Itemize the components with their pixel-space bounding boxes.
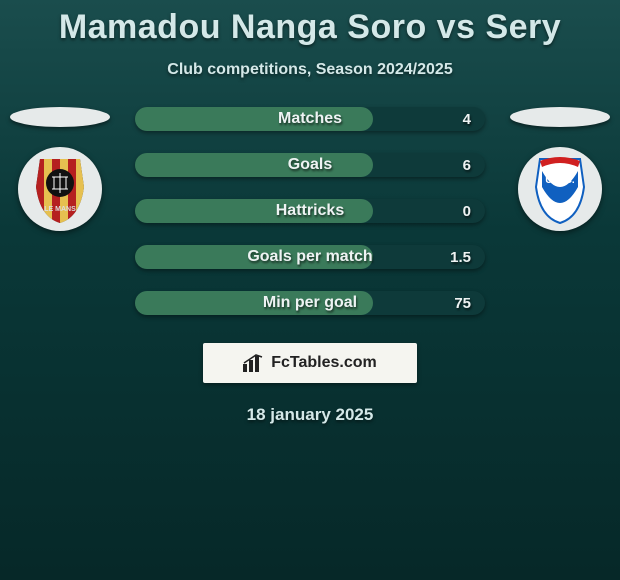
subtitle: Club competitions, Season 2024/2025 [0,61,620,79]
player-right: U.S.C. [510,107,610,231]
stat-bar-label: Min per goal [135,294,485,312]
brand-box: FcTables.com [203,343,417,383]
stat-bar-value: 1.5 [450,249,471,266]
player-right-name-pill [510,107,610,127]
stat-bar: Hattricks0 [135,199,485,223]
comparison-content: LE MANS U.S.C. Matches4 Goals6 Hattricks0 G… [0,107,620,315]
lemans-crest-icon: LE MANS [18,147,102,231]
svg-text:LE MANS: LE MANS [44,206,76,213]
stat-bar-label: Goals per match [135,248,485,266]
usc-crest-icon: U.S.C. [518,147,602,231]
stat-bar-value: 75 [454,295,471,312]
stat-bar-label: Matches [135,110,485,128]
stat-bar-value: 4 [463,111,471,128]
stat-bars: Matches4 Goals6 Hattricks0 Goals per match1… [135,107,485,315]
snapshot-date: 18 january 2025 [0,405,620,425]
stat-bar-label: Goals [135,156,485,174]
team-left-crest: LE MANS [18,147,102,231]
stat-bar-value: 6 [463,157,471,174]
stat-bar-label: Hattricks [135,202,485,220]
stat-bar: Goals6 [135,153,485,177]
player-left: LE MANS [10,107,110,231]
svg-text:U.S.C.: U.S.C. [545,175,575,186]
stat-bar: Matches4 [135,107,485,131]
stat-bar-value: 0 [463,203,471,220]
player-left-name-pill [10,107,110,127]
team-right-crest: U.S.C. [518,147,602,231]
stat-bar: Goals per match1.5 [135,245,485,269]
brand-text: FcTables.com [271,354,377,372]
stat-bar: Min per goal75 [135,291,485,315]
page-title: Mamadou Nanga Soro vs Sery [0,0,620,47]
fctables-chart-icon [243,354,265,372]
